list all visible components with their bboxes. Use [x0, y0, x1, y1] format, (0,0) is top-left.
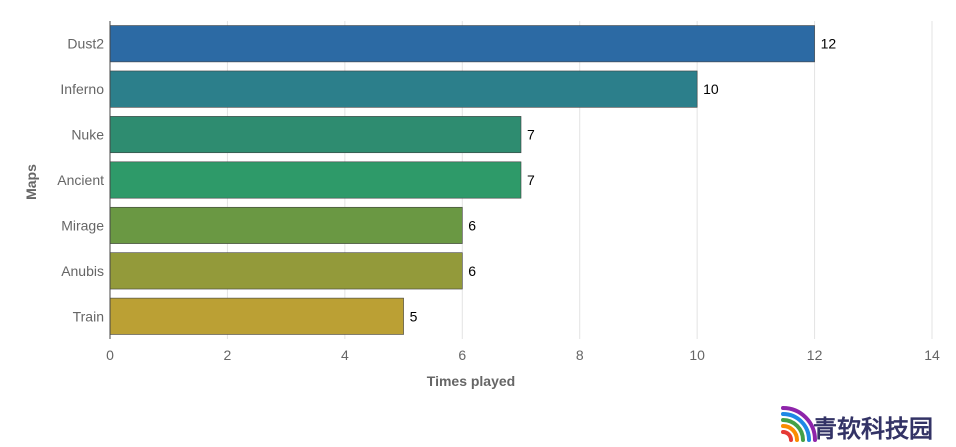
- logo-mark-icon: [781, 406, 817, 442]
- y-tick-label: Inferno: [60, 81, 104, 97]
- data-label: 12: [821, 36, 837, 52]
- x-tick-label: 12: [807, 347, 823, 363]
- logo-arc: [781, 412, 811, 442]
- x-tick-label: 2: [224, 347, 232, 363]
- bar: [109, 116, 522, 154]
- bar: [109, 252, 463, 290]
- data-label: 5: [410, 308, 418, 324]
- logo-arc: [781, 418, 805, 442]
- logo-arc: [781, 430, 793, 442]
- x-tick-label: 4: [341, 347, 349, 363]
- bar: [109, 297, 404, 335]
- bar: [109, 70, 698, 108]
- x-tick-label: 14: [924, 347, 940, 363]
- y-tick-label: Train: [73, 308, 104, 324]
- x-tick-label: 6: [458, 347, 466, 363]
- x-tick-label: 0: [106, 347, 114, 363]
- y-tick-label: Dust2: [67, 36, 104, 52]
- logo-arc: [781, 406, 817, 442]
- bar: [109, 161, 522, 199]
- y-tick-label: Ancient: [57, 172, 104, 188]
- data-label: 7: [527, 172, 535, 188]
- data-label: 10: [703, 81, 719, 97]
- x-tick-label: 10: [689, 347, 705, 363]
- y-axis-ticks: Dust2 Inferno Nuke Ancient Mirage Anubis Train: [57, 36, 104, 325]
- logo-arc: [781, 424, 799, 442]
- y-tick-label: Mirage: [61, 217, 104, 233]
- logo: 青软科技园: [781, 406, 933, 443]
- y-tick-label: Nuke: [71, 127, 104, 143]
- y-axis-title: Maps: [23, 164, 39, 200]
- x-axis-title: Times played: [427, 373, 515, 389]
- y-tick-label: Anubis: [61, 263, 104, 279]
- data-labels: 12 10 7 7 6 6 5: [410, 36, 837, 325]
- logo-text: 青软科技园: [813, 415, 933, 443]
- bars: [109, 25, 815, 335]
- data-label: 6: [468, 217, 476, 233]
- x-tick-label: 8: [576, 347, 584, 363]
- bar: [109, 25, 815, 63]
- data-label: 7: [527, 127, 535, 143]
- data-label: 6: [468, 263, 476, 279]
- bar: [109, 206, 463, 244]
- x-axis-ticks: 0 2 4 6 8 10 12 14: [106, 347, 940, 363]
